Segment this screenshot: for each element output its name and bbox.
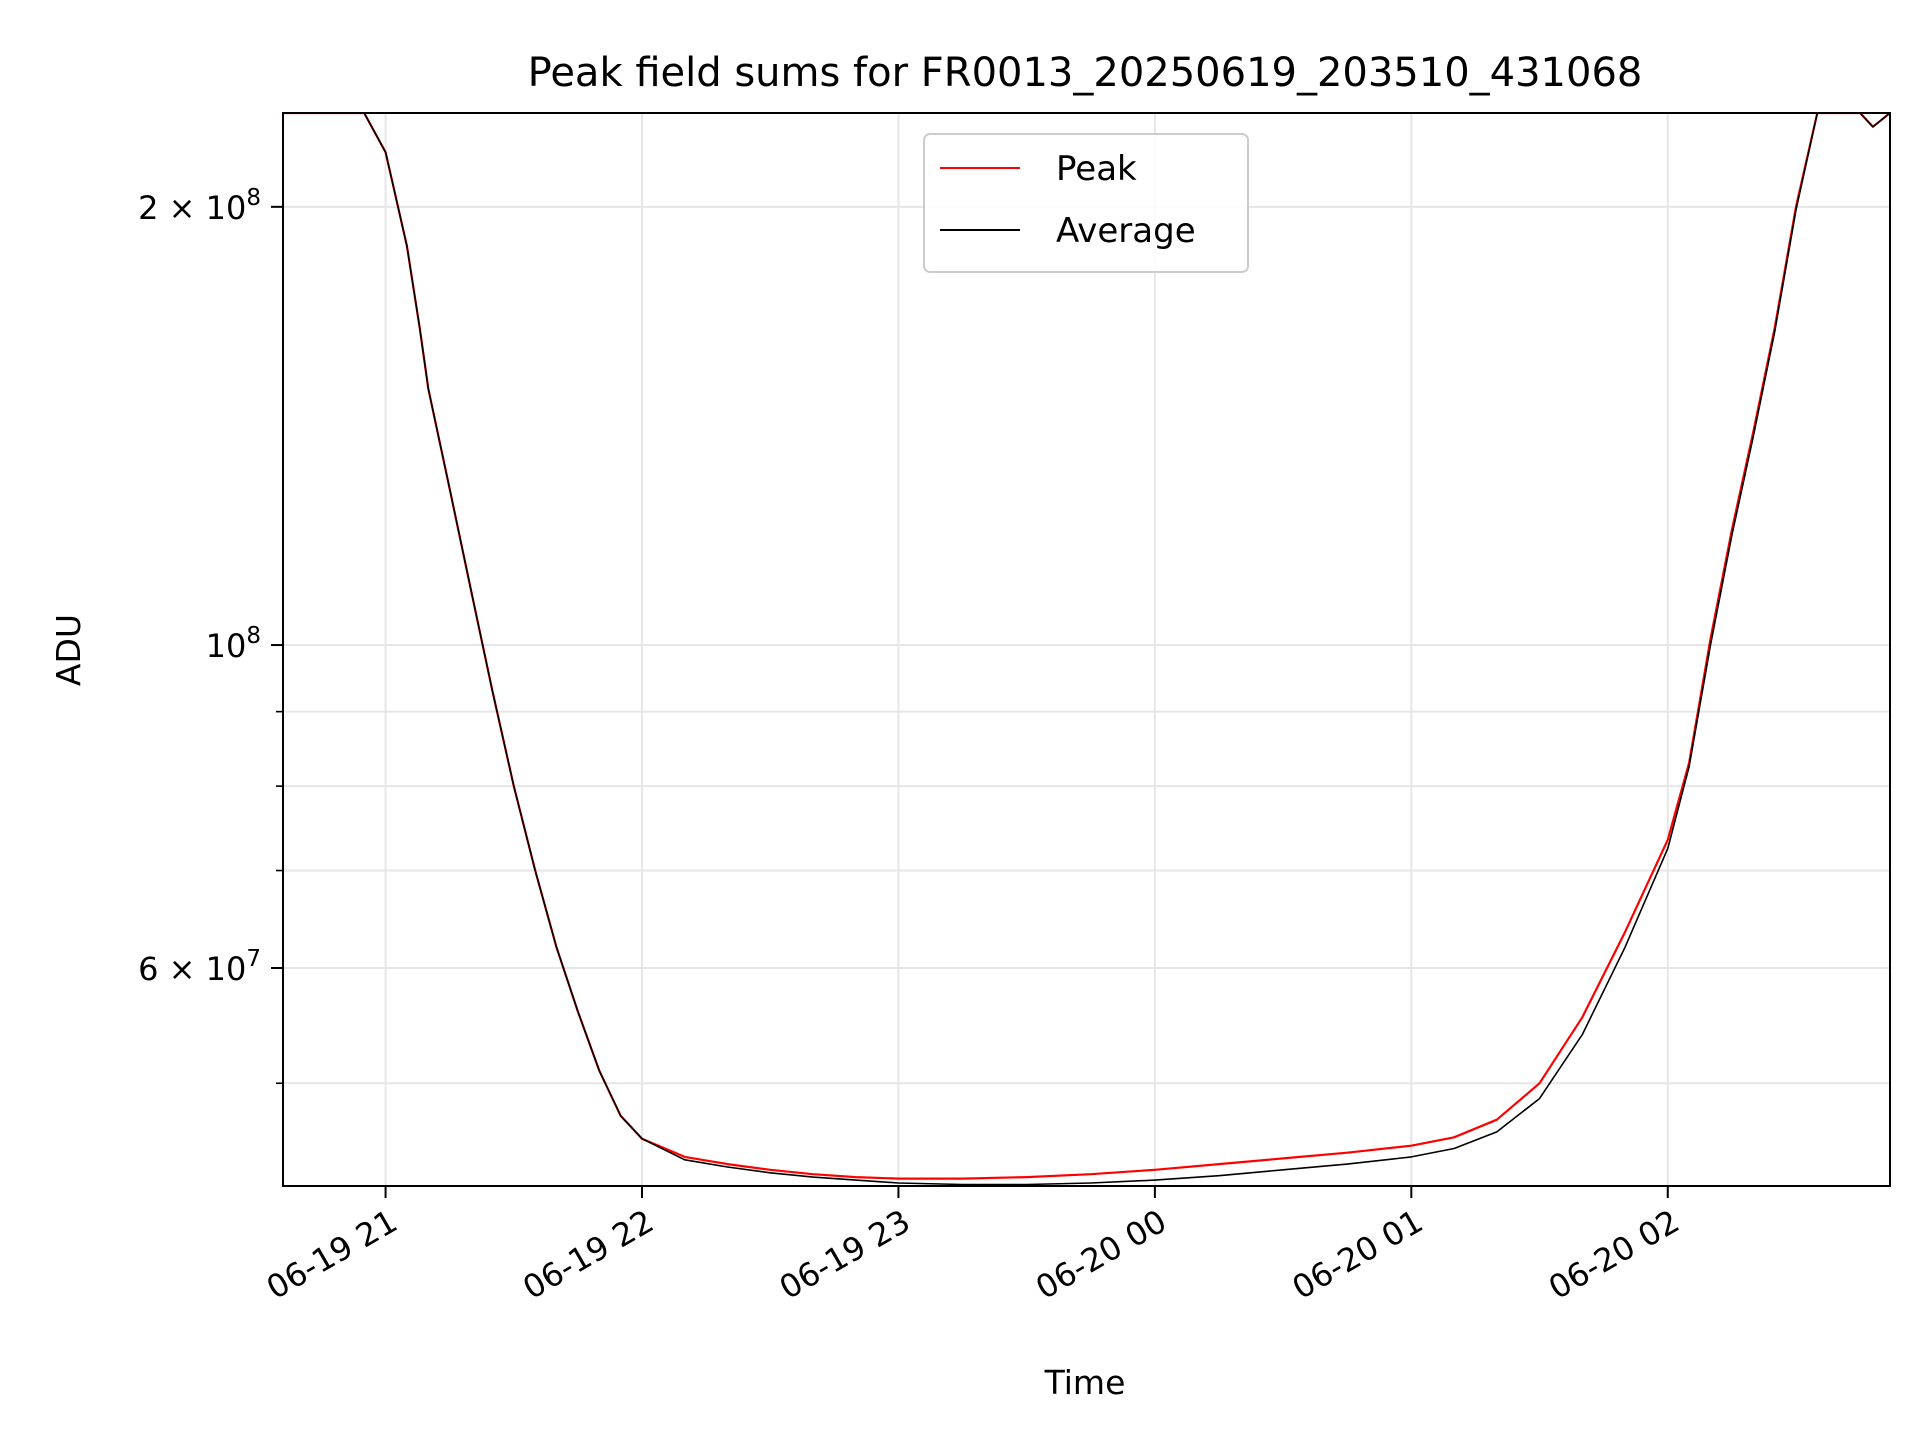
plot-frame	[282, 112, 1891, 1187]
legend: Peak Average	[923, 133, 1249, 273]
series-line-average	[283, 113, 1890, 1186]
y-tick-label-2: 2 × 108	[138, 185, 261, 227]
grid	[283, 113, 1890, 1186]
y-axis-label: ADU	[49, 614, 88, 686]
legend-label-peak: Peak	[1056, 149, 1137, 189]
x-axis-label: Time	[1044, 1363, 1126, 1402]
chart-title: Peak field sums for FR0013_20250619_2035…	[528, 50, 1643, 96]
series-layer	[283, 113, 1890, 1186]
y-tick-label-0: 6 × 107	[138, 946, 261, 988]
legend-label-average: Average	[1056, 211, 1196, 251]
y-axis: 6 × 107 108 2 × 108	[138, 185, 283, 1085]
y-tick-label-1: 108	[206, 623, 261, 665]
